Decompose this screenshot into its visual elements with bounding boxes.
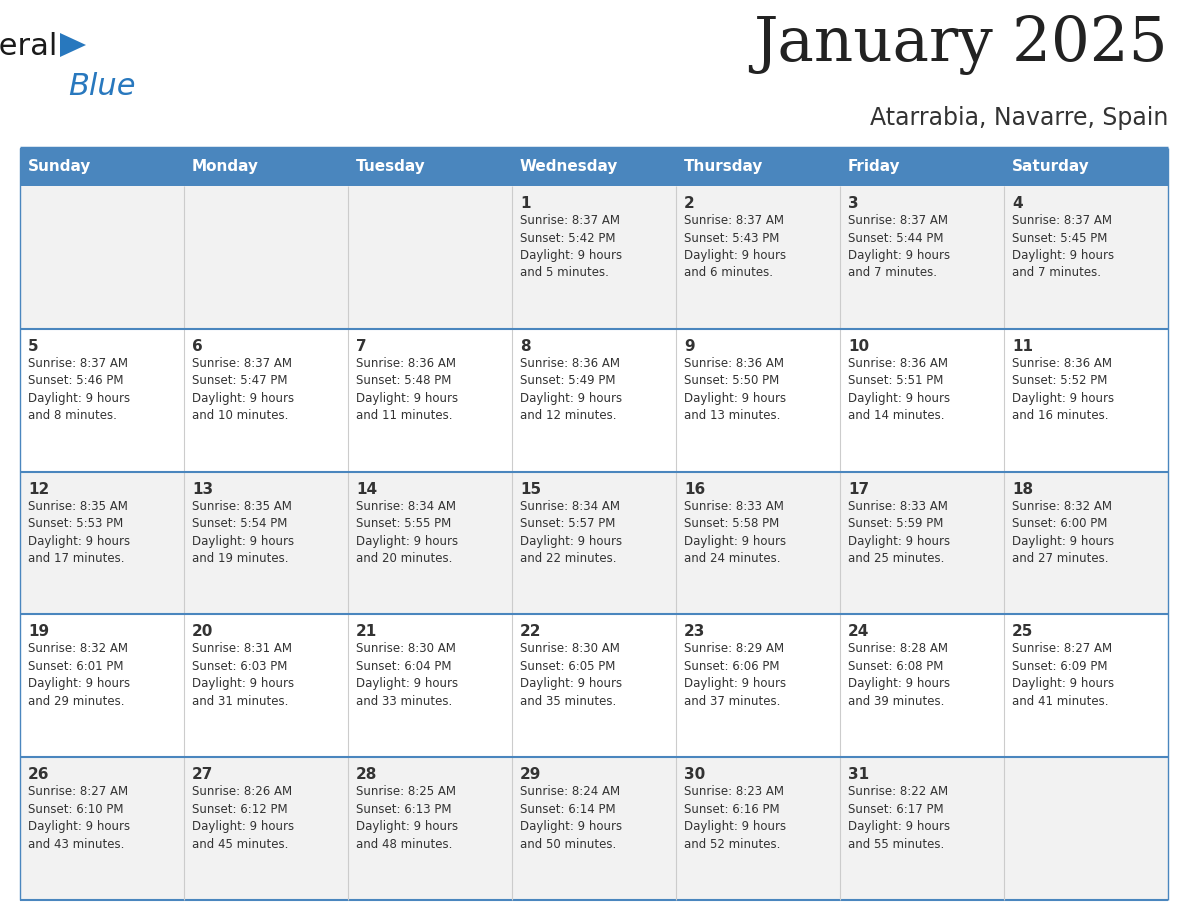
Text: 26: 26 (29, 767, 50, 782)
Text: Sunrise: 8:37 AM
Sunset: 5:46 PM
Daylight: 9 hours
and 8 minutes.: Sunrise: 8:37 AM Sunset: 5:46 PM Dayligh… (29, 357, 131, 422)
Text: Tuesday: Tuesday (356, 160, 425, 174)
Text: Sunrise: 8:32 AM
Sunset: 6:01 PM
Daylight: 9 hours
and 29 minutes.: Sunrise: 8:32 AM Sunset: 6:01 PM Dayligh… (29, 643, 131, 708)
Text: 4: 4 (1012, 196, 1023, 211)
Text: Sunrise: 8:36 AM
Sunset: 5:50 PM
Daylight: 9 hours
and 13 minutes.: Sunrise: 8:36 AM Sunset: 5:50 PM Dayligh… (684, 357, 786, 422)
Text: Sunrise: 8:37 AM
Sunset: 5:47 PM
Daylight: 9 hours
and 10 minutes.: Sunrise: 8:37 AM Sunset: 5:47 PM Dayligh… (192, 357, 295, 422)
Text: Sunrise: 8:36 AM
Sunset: 5:52 PM
Daylight: 9 hours
and 16 minutes.: Sunrise: 8:36 AM Sunset: 5:52 PM Dayligh… (1012, 357, 1114, 422)
Text: Sunrise: 8:37 AM
Sunset: 5:45 PM
Daylight: 9 hours
and 7 minutes.: Sunrise: 8:37 AM Sunset: 5:45 PM Dayligh… (1012, 214, 1114, 279)
Text: 28: 28 (356, 767, 378, 782)
Bar (20, 614, 1168, 757)
Text: Sunrise: 8:32 AM
Sunset: 6:00 PM
Daylight: 9 hours
and 27 minutes.: Sunrise: 8:32 AM Sunset: 6:00 PM Dayligh… (1012, 499, 1114, 565)
Text: 24: 24 (848, 624, 870, 640)
Text: 10: 10 (848, 339, 870, 353)
Text: General: General (0, 32, 58, 61)
Text: 14: 14 (356, 482, 377, 497)
Text: Sunrise: 8:34 AM
Sunset: 5:57 PM
Daylight: 9 hours
and 22 minutes.: Sunrise: 8:34 AM Sunset: 5:57 PM Dayligh… (520, 499, 623, 565)
Text: Saturday: Saturday (1012, 160, 1089, 174)
Text: 12: 12 (29, 482, 49, 497)
Bar (20, 472, 1168, 614)
Text: 31: 31 (848, 767, 870, 782)
Text: 21: 21 (356, 624, 378, 640)
Text: Sunrise: 8:36 AM
Sunset: 5:51 PM
Daylight: 9 hours
and 14 minutes.: Sunrise: 8:36 AM Sunset: 5:51 PM Dayligh… (848, 357, 950, 422)
Text: 1: 1 (520, 196, 531, 211)
Text: Sunrise: 8:22 AM
Sunset: 6:17 PM
Daylight: 9 hours
and 55 minutes.: Sunrise: 8:22 AM Sunset: 6:17 PM Dayligh… (848, 785, 950, 851)
Text: Sunrise: 8:37 AM
Sunset: 5:42 PM
Daylight: 9 hours
and 5 minutes.: Sunrise: 8:37 AM Sunset: 5:42 PM Dayligh… (520, 214, 623, 279)
Text: Sunrise: 8:35 AM
Sunset: 5:53 PM
Daylight: 9 hours
and 17 minutes.: Sunrise: 8:35 AM Sunset: 5:53 PM Dayligh… (29, 499, 131, 565)
Text: Friday: Friday (848, 160, 901, 174)
Text: January 2025: January 2025 (753, 15, 1168, 75)
Text: Sunrise: 8:29 AM
Sunset: 6:06 PM
Daylight: 9 hours
and 37 minutes.: Sunrise: 8:29 AM Sunset: 6:06 PM Dayligh… (684, 643, 786, 708)
Text: 2: 2 (684, 196, 695, 211)
Text: 17: 17 (848, 482, 870, 497)
Text: Sunrise: 8:33 AM
Sunset: 5:59 PM
Daylight: 9 hours
and 25 minutes.: Sunrise: 8:33 AM Sunset: 5:59 PM Dayligh… (848, 499, 950, 565)
Text: Thursday: Thursday (684, 160, 764, 174)
Text: 29: 29 (520, 767, 542, 782)
Bar (20, 148, 1168, 186)
Text: Wednesday: Wednesday (520, 160, 619, 174)
Text: Sunrise: 8:27 AM
Sunset: 6:10 PM
Daylight: 9 hours
and 43 minutes.: Sunrise: 8:27 AM Sunset: 6:10 PM Dayligh… (29, 785, 131, 851)
Text: 27: 27 (192, 767, 214, 782)
Text: 30: 30 (684, 767, 706, 782)
Text: Sunrise: 8:24 AM
Sunset: 6:14 PM
Daylight: 9 hours
and 50 minutes.: Sunrise: 8:24 AM Sunset: 6:14 PM Dayligh… (520, 785, 623, 851)
Text: Monday: Monday (192, 160, 259, 174)
Text: Sunrise: 8:25 AM
Sunset: 6:13 PM
Daylight: 9 hours
and 48 minutes.: Sunrise: 8:25 AM Sunset: 6:13 PM Dayligh… (356, 785, 459, 851)
Text: Blue: Blue (68, 72, 135, 101)
Text: 25: 25 (1012, 624, 1034, 640)
Bar (20, 329, 1168, 472)
Text: 16: 16 (684, 482, 706, 497)
Text: 19: 19 (29, 624, 49, 640)
Text: Atarrabia, Navarre, Spain: Atarrabia, Navarre, Spain (870, 106, 1168, 130)
Text: Sunrise: 8:30 AM
Sunset: 6:05 PM
Daylight: 9 hours
and 35 minutes.: Sunrise: 8:30 AM Sunset: 6:05 PM Dayligh… (520, 643, 623, 708)
Text: Sunrise: 8:33 AM
Sunset: 5:58 PM
Daylight: 9 hours
and 24 minutes.: Sunrise: 8:33 AM Sunset: 5:58 PM Dayligh… (684, 499, 786, 565)
Text: 9: 9 (684, 339, 695, 353)
Text: Sunday: Sunday (29, 160, 91, 174)
Text: 23: 23 (684, 624, 706, 640)
Text: Sunrise: 8:30 AM
Sunset: 6:04 PM
Daylight: 9 hours
and 33 minutes.: Sunrise: 8:30 AM Sunset: 6:04 PM Dayligh… (356, 643, 459, 708)
Text: Sunrise: 8:37 AM
Sunset: 5:44 PM
Daylight: 9 hours
and 7 minutes.: Sunrise: 8:37 AM Sunset: 5:44 PM Dayligh… (848, 214, 950, 279)
Bar (20, 757, 1168, 900)
Text: 3: 3 (848, 196, 859, 211)
Text: Sunrise: 8:23 AM
Sunset: 6:16 PM
Daylight: 9 hours
and 52 minutes.: Sunrise: 8:23 AM Sunset: 6:16 PM Dayligh… (684, 785, 786, 851)
Polygon shape (61, 33, 86, 57)
Bar (20, 186, 1168, 329)
Text: Sunrise: 8:27 AM
Sunset: 6:09 PM
Daylight: 9 hours
and 41 minutes.: Sunrise: 8:27 AM Sunset: 6:09 PM Dayligh… (1012, 643, 1114, 708)
Text: 5: 5 (29, 339, 39, 353)
Text: Sunrise: 8:37 AM
Sunset: 5:43 PM
Daylight: 9 hours
and 6 minutes.: Sunrise: 8:37 AM Sunset: 5:43 PM Dayligh… (684, 214, 786, 279)
Text: Sunrise: 8:36 AM
Sunset: 5:49 PM
Daylight: 9 hours
and 12 minutes.: Sunrise: 8:36 AM Sunset: 5:49 PM Dayligh… (520, 357, 623, 422)
Text: 13: 13 (192, 482, 213, 497)
Text: 20: 20 (192, 624, 214, 640)
Text: Sunrise: 8:36 AM
Sunset: 5:48 PM
Daylight: 9 hours
and 11 minutes.: Sunrise: 8:36 AM Sunset: 5:48 PM Dayligh… (356, 357, 459, 422)
Text: Sunrise: 8:26 AM
Sunset: 6:12 PM
Daylight: 9 hours
and 45 minutes.: Sunrise: 8:26 AM Sunset: 6:12 PM Dayligh… (192, 785, 295, 851)
Text: 7: 7 (356, 339, 367, 353)
Text: 6: 6 (192, 339, 203, 353)
Text: 18: 18 (1012, 482, 1034, 497)
Text: 15: 15 (520, 482, 541, 497)
Text: 22: 22 (520, 624, 542, 640)
Text: 11: 11 (1012, 339, 1034, 353)
Text: Sunrise: 8:34 AM
Sunset: 5:55 PM
Daylight: 9 hours
and 20 minutes.: Sunrise: 8:34 AM Sunset: 5:55 PM Dayligh… (356, 499, 459, 565)
Text: Sunrise: 8:31 AM
Sunset: 6:03 PM
Daylight: 9 hours
and 31 minutes.: Sunrise: 8:31 AM Sunset: 6:03 PM Dayligh… (192, 643, 295, 708)
Text: Sunrise: 8:28 AM
Sunset: 6:08 PM
Daylight: 9 hours
and 39 minutes.: Sunrise: 8:28 AM Sunset: 6:08 PM Dayligh… (848, 643, 950, 708)
Text: Sunrise: 8:35 AM
Sunset: 5:54 PM
Daylight: 9 hours
and 19 minutes.: Sunrise: 8:35 AM Sunset: 5:54 PM Dayligh… (192, 499, 295, 565)
Text: 8: 8 (520, 339, 531, 353)
